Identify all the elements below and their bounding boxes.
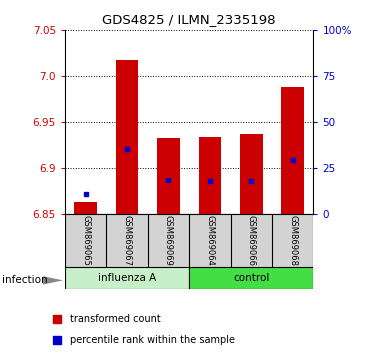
Bar bbox=[189, 267, 313, 289]
Text: GSM869068: GSM869068 bbox=[288, 215, 297, 266]
Bar bbox=[157, 138, 180, 214]
Bar bbox=[65, 267, 189, 289]
Bar bbox=[74, 202, 97, 214]
Text: GSM869066: GSM869066 bbox=[247, 215, 256, 266]
Bar bbox=[116, 59, 138, 214]
Bar bbox=[240, 134, 263, 214]
Bar bbox=[198, 137, 221, 214]
Text: transformed count: transformed count bbox=[70, 314, 161, 324]
Text: infection: infection bbox=[2, 275, 47, 285]
Text: GSM869067: GSM869067 bbox=[122, 215, 132, 266]
Text: GSM869065: GSM869065 bbox=[81, 215, 90, 266]
Text: control: control bbox=[233, 273, 270, 283]
Text: GSM869069: GSM869069 bbox=[164, 215, 173, 266]
Text: percentile rank within the sample: percentile rank within the sample bbox=[70, 335, 236, 345]
Bar bbox=[281, 87, 304, 214]
Text: GSM869064: GSM869064 bbox=[206, 215, 214, 266]
Polygon shape bbox=[43, 276, 63, 285]
Text: influenza A: influenza A bbox=[98, 273, 156, 283]
Title: GDS4825 / ILMN_2335198: GDS4825 / ILMN_2335198 bbox=[102, 13, 276, 26]
